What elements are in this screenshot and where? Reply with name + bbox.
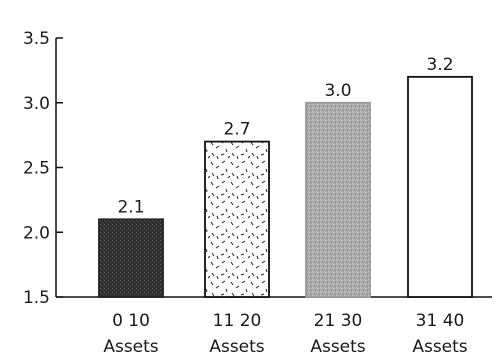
bar [204,140,270,298]
category-label: 11 20 [213,311,262,331]
bar [407,75,473,298]
y-tick-label: 3.0 [23,94,50,114]
data-label: 2.1 [117,197,144,217]
y-tick-label: 1.5 [23,288,50,308]
category-label: 31 40 [416,311,465,331]
category-label-unit: Assets [103,337,158,357]
bars [98,75,473,298]
category-label-unit: Assets [209,337,264,357]
y-tick-label: 3.5 [23,29,50,49]
bar [305,101,371,298]
category-label: 21 30 [314,311,363,331]
data-label: 2.7 [223,120,250,140]
bar [98,218,164,298]
category-label-unit: Assets [310,337,365,357]
data-label: 3.2 [426,55,453,75]
data-label: 3.0 [324,81,351,101]
y-tick-label: 2.0 [23,223,50,243]
labels: 2.1 0 10 Assets 2.7 11 20 Assets 3.0 21 30 Asset… [103,55,467,357]
category-label: 0 10 [112,311,150,331]
y-tick-label: 2.5 [23,159,50,179]
category-label-unit: Assets [412,337,467,357]
